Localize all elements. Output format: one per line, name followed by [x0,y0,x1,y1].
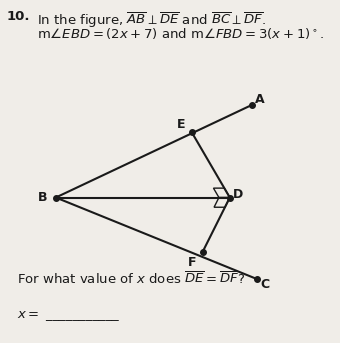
Text: E: E [176,118,185,131]
Text: C: C [260,278,270,291]
Text: 10.: 10. [7,10,30,23]
Text: $x =$ ___________: $x =$ ___________ [17,309,121,323]
Text: D: D [233,188,243,201]
Text: In the figure, $\overline{AB} \perp \overline{DE}$ and $\overline{BC} \perp \ove: In the figure, $\overline{AB} \perp \ove… [37,10,267,29]
Text: F: F [187,256,196,269]
Text: m$\angle EBD = (2x + 7)$ and m$\angle FBD = 3(x + 1)^\circ$.: m$\angle EBD = (2x + 7)$ and m$\angle FB… [37,26,325,41]
Text: A: A [255,93,265,106]
Text: For what value of $x$ does $\overline{DE} = \overline{DF}$?: For what value of $x$ does $\overline{DE… [17,271,245,287]
Text: B: B [37,191,47,204]
